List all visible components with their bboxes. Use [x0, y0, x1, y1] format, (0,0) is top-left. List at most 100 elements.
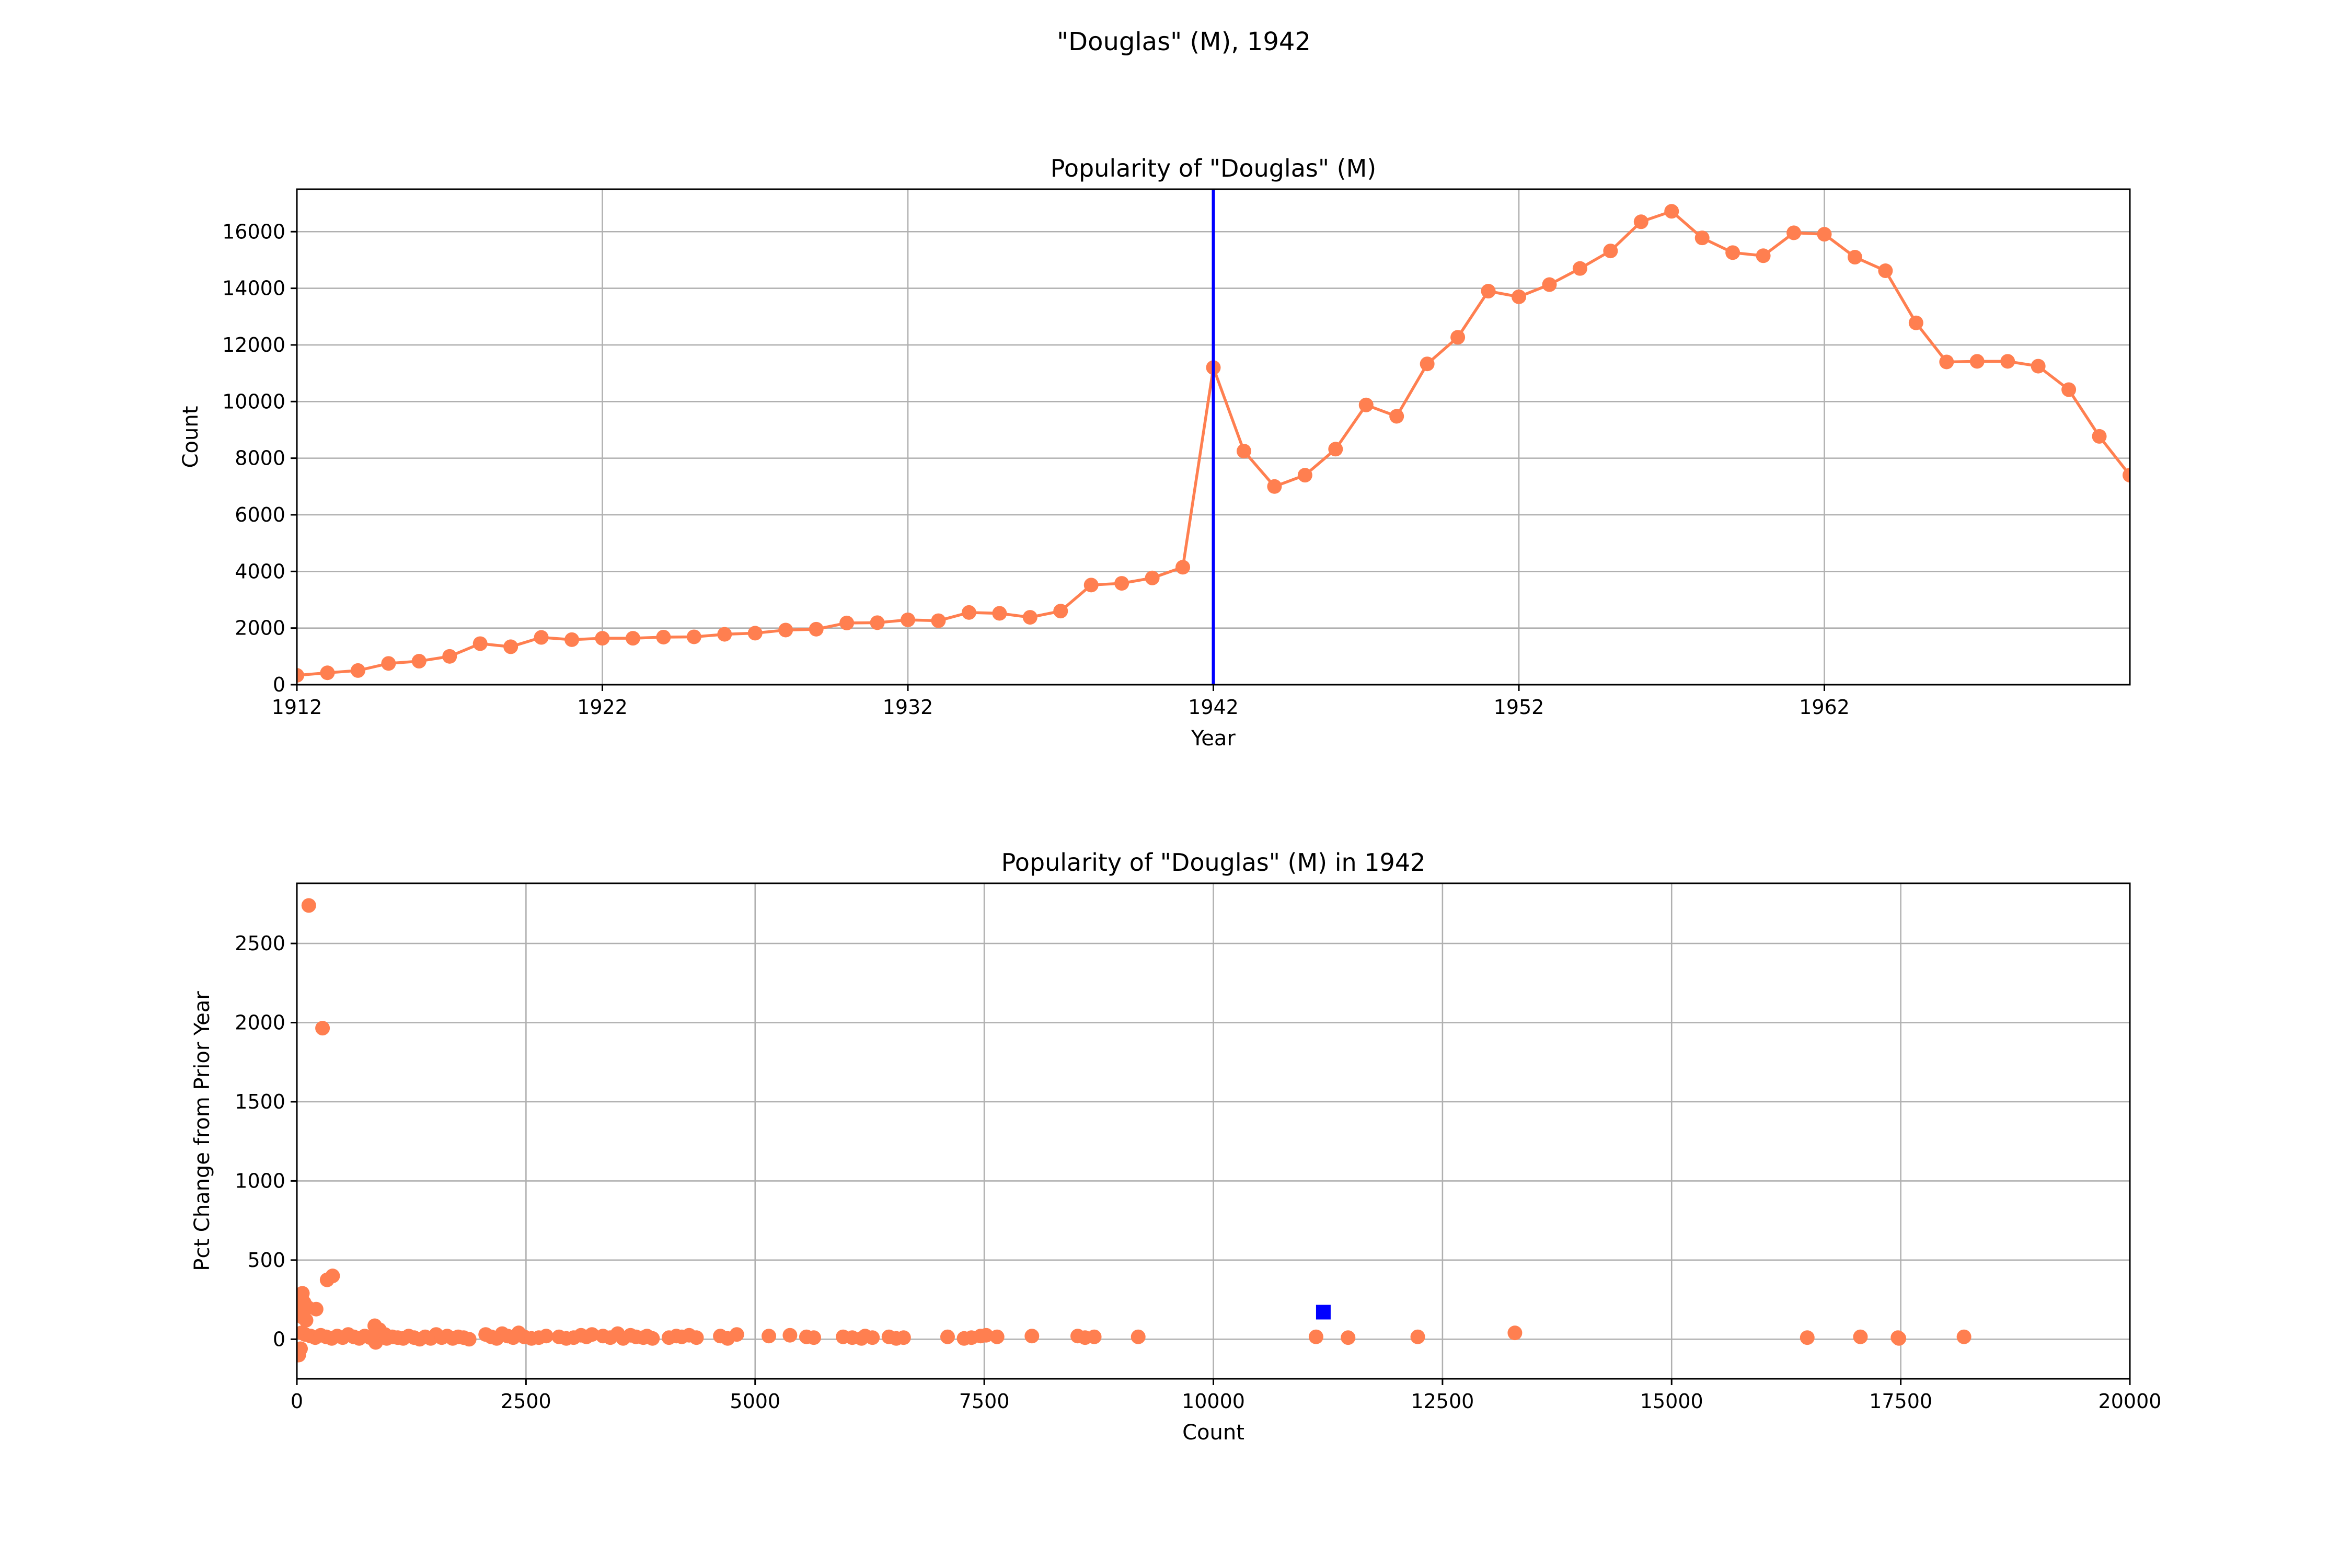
data-point	[865, 1330, 880, 1345]
x-tick-label: 1942	[1188, 696, 1239, 719]
line-chart-x-axis-label: Year	[1191, 727, 1236, 751]
y-tick-label: 0	[273, 1328, 285, 1351]
line-chart-series	[297, 189, 2130, 685]
x-tick-label: 1932	[883, 696, 933, 719]
data-point	[1087, 1329, 1102, 1344]
data-point	[1420, 356, 1435, 372]
data-point	[1145, 570, 1160, 585]
data-point	[1341, 1330, 1356, 1345]
data-point	[298, 1312, 314, 1328]
data-point	[1939, 354, 1954, 370]
data-point	[686, 629, 701, 644]
data-point	[1725, 245, 1740, 260]
scatter-chart-title: Popularity of "Douglas" (M) in 1942	[1001, 848, 1426, 877]
data-point	[1572, 261, 1587, 276]
data-point	[538, 1329, 554, 1344]
data-point	[778, 622, 793, 638]
data-point	[595, 631, 610, 646]
scatter-chart-frame	[296, 882, 2131, 1380]
y-tick-label: 2000	[235, 1011, 285, 1034]
data-point	[1664, 204, 1679, 219]
data-point	[301, 898, 316, 913]
data-point	[717, 627, 732, 642]
data-point	[1956, 1329, 1971, 1344]
data-point	[315, 1021, 330, 1036]
data-point	[462, 1332, 477, 1347]
x-tick-label: 1922	[577, 696, 628, 719]
data-point	[806, 1330, 821, 1345]
data-point	[1175, 560, 1191, 575]
data-point	[442, 649, 457, 664]
data-point	[896, 1330, 911, 1345]
data-point	[1786, 225, 1802, 240]
x-tick-label: 7500	[959, 1390, 1010, 1413]
data-point	[1507, 1325, 1523, 1341]
data-point	[2092, 429, 2107, 444]
data-point	[1542, 277, 1557, 292]
data-point	[1410, 1329, 1425, 1344]
data-point	[2061, 382, 2077, 397]
x-tick-label: 0	[291, 1390, 303, 1413]
y-tick-label: 1000	[235, 1169, 285, 1192]
y-tick-label: 12000	[222, 333, 285, 356]
data-point	[978, 1328, 994, 1343]
data-point	[1756, 248, 1771, 263]
data-point	[940, 1329, 955, 1344]
data-point	[1389, 409, 1404, 424]
data-point	[308, 1301, 324, 1317]
y-tick-label: 2500	[235, 932, 285, 955]
data-point	[645, 1331, 660, 1346]
data-point	[320, 665, 335, 681]
data-point	[656, 629, 671, 644]
data-point	[297, 1341, 308, 1356]
data-point	[1053, 604, 1068, 619]
data-point	[625, 631, 640, 646]
data-point	[1908, 315, 1923, 330]
y-tick-label: 0	[273, 673, 285, 696]
line-chart-axes: 1912 1922 1932 1942 1952 1962 0 2000 4000 6000 800…	[179, 154, 2131, 751]
y-tick-label: 4000	[235, 560, 285, 583]
scatter-chart-grid	[296, 883, 2131, 1379]
data-point	[1847, 250, 1862, 265]
data-point	[1633, 214, 1648, 229]
scatter-chart-y-axis-label: Pct Change from Prior Year	[190, 991, 214, 1271]
data-point	[411, 654, 426, 669]
data-point	[1358, 397, 1374, 412]
x-tick-label: 12500	[1411, 1390, 1474, 1413]
data-point	[1328, 442, 1343, 457]
data-point	[1817, 227, 1832, 242]
line-chart-title: Popularity of "Douglas" (M)	[1051, 154, 1376, 182]
y-tick-label: 8000	[235, 447, 285, 470]
data-point	[534, 630, 549, 645]
scatter-chart-ticks: 0 2500 5000 7500 10000 12500 15000 17500 20000 0 5…	[235, 932, 2161, 1413]
y-tick-label: 14000	[222, 277, 285, 300]
y-tick-label: 500	[247, 1249, 285, 1272]
data-point	[1114, 576, 1129, 591]
data-point	[729, 1327, 744, 1342]
y-tick-label: 10000	[222, 390, 285, 413]
data-point	[782, 1328, 798, 1343]
data-point	[809, 621, 824, 637]
line-chart-y-axis-label: Count	[179, 406, 203, 468]
x-tick-label: 1912	[272, 696, 322, 719]
x-tick-label: 1962	[1799, 696, 1850, 719]
data-point	[350, 663, 365, 678]
x-tick-label: 20000	[2099, 1390, 2162, 1413]
figure-suptitle: "Douglas" (M), 1942	[1057, 27, 1311, 56]
x-tick-label: 10000	[1182, 1390, 1245, 1413]
data-point	[2000, 354, 2015, 369]
scatter-series-group	[297, 898, 1971, 1363]
data-point	[1694, 230, 1710, 246]
y-tick-label: 6000	[235, 503, 285, 526]
data-point	[564, 632, 580, 647]
data-point	[901, 612, 915, 627]
data-point	[747, 626, 763, 641]
x-tick-label: 1952	[1494, 696, 1544, 719]
data-point	[325, 1269, 340, 1284]
data-point	[870, 615, 885, 630]
data-point	[1603, 244, 1618, 259]
scatter-chart-axes: 0 2500 5000 7500 10000 12500 15000 17500 20000 0 5…	[190, 848, 2161, 1445]
data-point	[1969, 354, 1985, 369]
line-chart-ticks: 1912 1922 1932 1942 1952 1962 0 2000 4000 6000 800…	[222, 220, 1850, 719]
data-point	[1297, 468, 1312, 483]
